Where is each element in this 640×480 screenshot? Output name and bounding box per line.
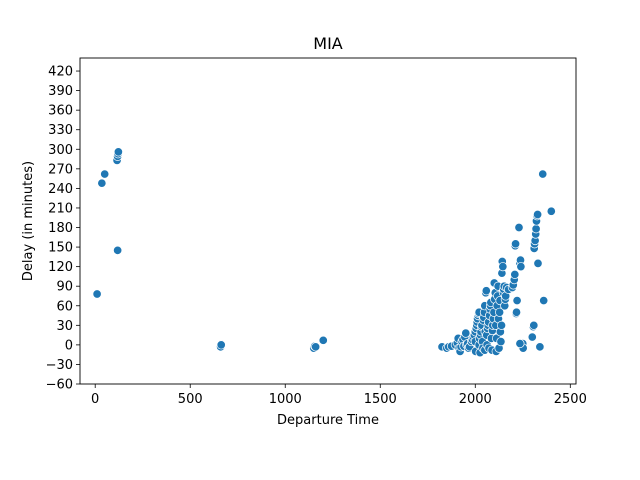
data-point [113, 147, 123, 157]
chart-title: MIA [313, 34, 343, 53]
x-tick-label: 1500 [364, 392, 397, 407]
data-point [496, 320, 507, 330]
data-point [481, 286, 491, 296]
data-point [516, 262, 526, 272]
x-tick-label: 0 [91, 392, 99, 407]
y-tick-label: 60 [56, 299, 73, 314]
data-point [311, 342, 321, 352]
data-point [512, 295, 522, 306]
x-tick-label: 1000 [269, 392, 302, 407]
y-tick-label: 270 [48, 162, 73, 177]
data-point [498, 262, 508, 272]
plot-area-frame [79, 57, 577, 385]
x-axis-ticks: 0 500 1000 1500 2000 2500 [91, 384, 587, 407]
data-point [529, 320, 539, 330]
y-tick-label: 330 [48, 123, 73, 138]
data-point [538, 169, 548, 179]
data-point [527, 332, 537, 342]
y-tick-label: −30 [46, 358, 73, 373]
y-tick-label: 210 [48, 201, 73, 216]
data-point [531, 224, 541, 234]
data-point [216, 340, 226, 350]
y-tick-label: 150 [48, 241, 73, 256]
data-point [511, 307, 522, 317]
y-tick-label: 120 [48, 260, 73, 275]
x-axis-label: Departure Time [277, 413, 379, 428]
data-point [495, 307, 505, 317]
x-tick-label: 2500 [554, 392, 587, 407]
data-point [318, 335, 328, 345]
data-point [535, 342, 545, 352]
y-axis-ticks: −60 −30 0 30 60 90 120 150 180 210 240 270 300 330 360… [46, 65, 80, 393]
y-tick-label: 360 [48, 104, 73, 119]
data-point [461, 328, 471, 338]
data-points [92, 147, 556, 358]
x-tick-label: 2000 [459, 392, 492, 407]
data-point [113, 245, 123, 255]
data-point [515, 339, 525, 349]
y-axis-label: Delay (in minutes) [21, 161, 36, 281]
y-tick-label: 90 [56, 280, 73, 295]
data-point [496, 337, 506, 347]
data-point [97, 178, 107, 188]
y-tick-label: 240 [48, 182, 73, 197]
x-tick-label: 500 [178, 392, 203, 407]
y-tick-label: 420 [48, 65, 73, 80]
data-point [511, 239, 521, 249]
data-point [100, 169, 110, 179]
y-tick-label: 300 [48, 143, 73, 158]
data-point [539, 295, 549, 306]
data-point [514, 222, 524, 233]
y-tick-label: 180 [48, 221, 73, 236]
y-tick-label: 390 [48, 84, 73, 99]
y-tick-label: −60 [46, 378, 73, 393]
data-point [92, 289, 102, 299]
y-tick-label: 30 [56, 319, 73, 334]
data-point [533, 258, 543, 268]
data-point [533, 209, 543, 220]
data-point [546, 206, 556, 216]
y-tick-label: 0 [65, 338, 73, 353]
data-point [510, 269, 520, 280]
